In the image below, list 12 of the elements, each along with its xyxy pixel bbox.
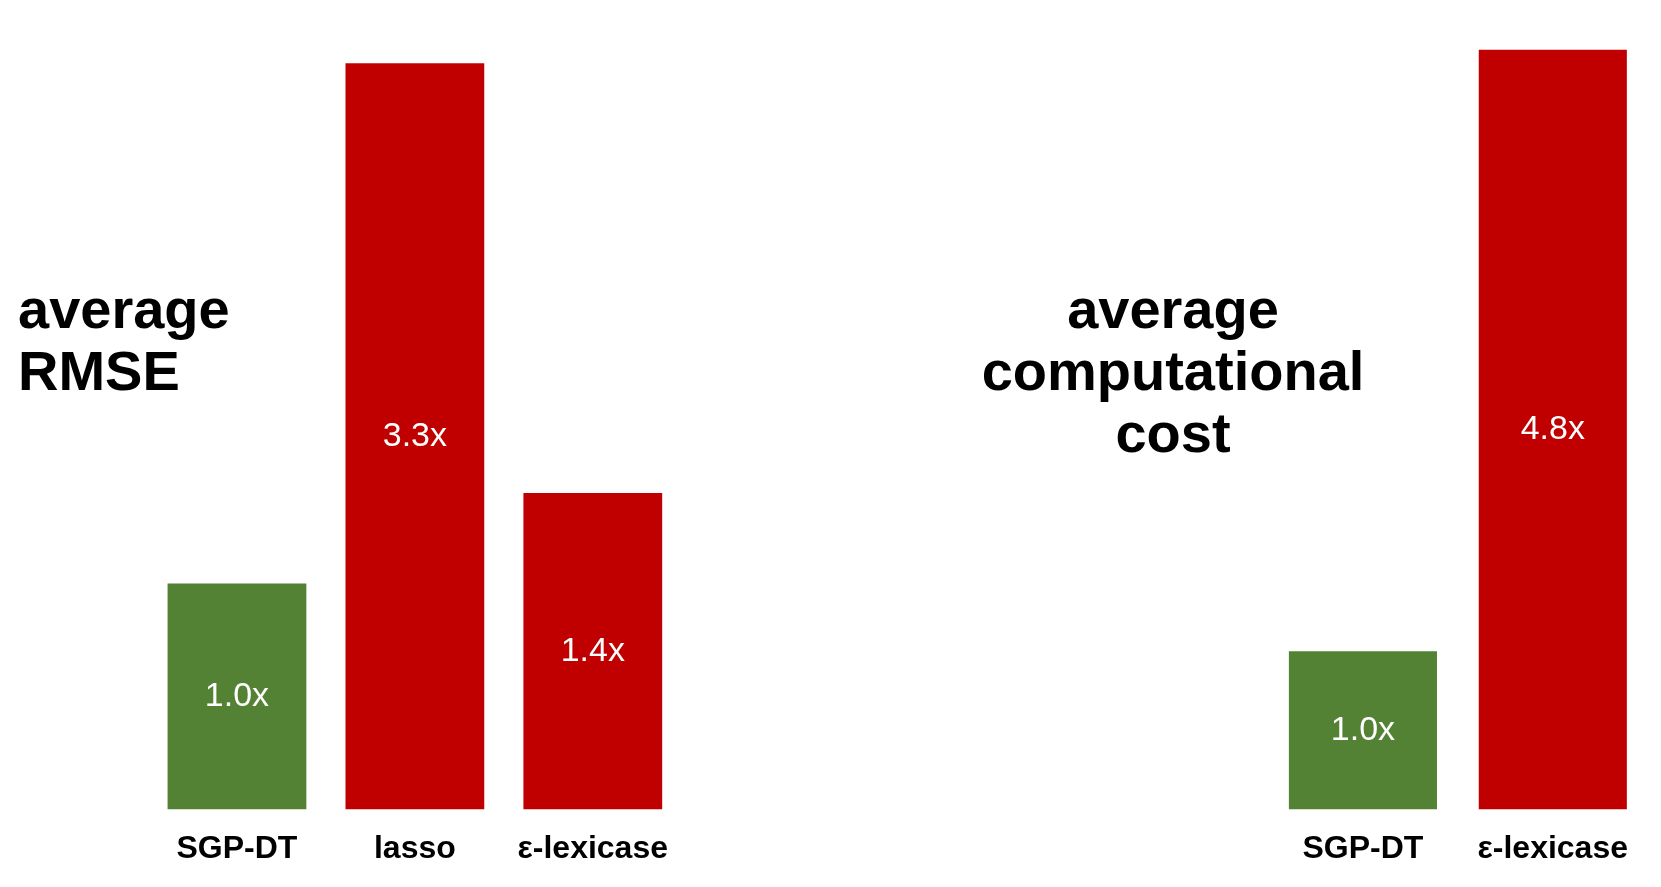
x-tick-label: ε-lexicase (517, 828, 668, 865)
data-label: 4.8x (1520, 408, 1585, 447)
data-label: 1.4x (560, 629, 625, 668)
x-tick-label: SGP-DT (176, 828, 298, 865)
x-tick-label: lasso (373, 828, 456, 865)
text: average computational cost (980, 277, 1366, 464)
x-tick-label: SGP-DT (1302, 828, 1424, 865)
x-tick-label: ε-lexicase (1477, 828, 1628, 865)
data-label: 3.3x (382, 414, 448, 453)
data-label: 1.0x (204, 674, 270, 713)
data-label: 1.0x (1330, 708, 1396, 747)
text: average RMSE (18, 277, 231, 402)
